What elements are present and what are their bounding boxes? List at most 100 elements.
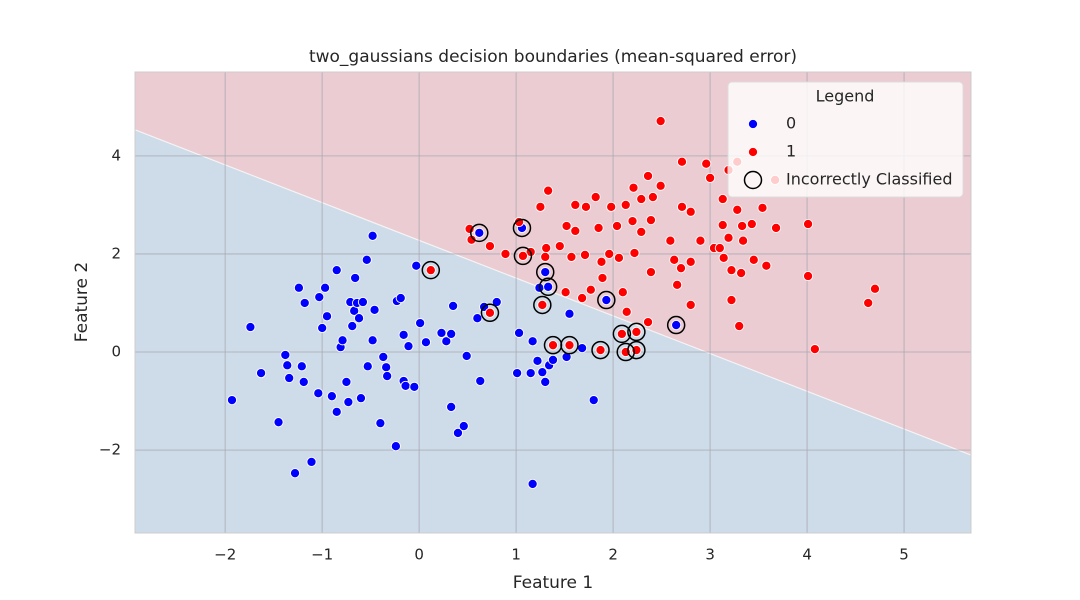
chart-title: two_gaussians decision boundaries (mean-… [309, 47, 797, 67]
data-point [761, 260, 772, 271]
data-point [484, 241, 496, 252]
data-point [685, 299, 696, 311]
x-tick-label: −1 [311, 546, 333, 564]
misclassified-marker [533, 295, 552, 315]
data-point [738, 235, 749, 246]
misclassified-marker [538, 277, 558, 297]
data-point [367, 230, 378, 241]
data-point [321, 311, 333, 322]
data-point [570, 225, 581, 236]
data-point [705, 172, 716, 183]
data-point [676, 201, 688, 212]
data-point [675, 263, 687, 274]
data-point [409, 381, 420, 392]
plot-frame [134, 71, 972, 534]
data-point [461, 350, 472, 362]
data-point [472, 313, 483, 324]
data-point [628, 182, 639, 193]
x-tick-label: 1 [511, 546, 521, 564]
data-point [717, 219, 728, 231]
data-point [620, 199, 631, 210]
misclassified-marker [627, 322, 646, 342]
data-point [296, 361, 307, 372]
data-point [540, 267, 551, 278]
data-point [570, 199, 581, 210]
data-point [375, 418, 386, 429]
data-point [655, 115, 666, 127]
data-point [448, 300, 459, 311]
data-point [543, 185, 554, 196]
data-point [588, 395, 599, 406]
data-point [809, 344, 820, 355]
data-point [367, 335, 378, 346]
data-point [642, 317, 654, 328]
misclassified-marker [612, 324, 632, 344]
data-point [369, 304, 380, 315]
data-point [415, 318, 426, 329]
data-point [672, 279, 683, 290]
data-point [726, 294, 737, 306]
data-point [446, 401, 457, 413]
data-point [306, 456, 317, 467]
data-point [757, 202, 768, 213]
data-point [446, 328, 457, 339]
data-point [331, 265, 342, 276]
data-point [284, 372, 295, 384]
data-point [616, 328, 627, 339]
data-point [771, 222, 782, 234]
data-point [395, 293, 406, 304]
data-point [685, 206, 696, 217]
misclassified-marker [513, 246, 533, 266]
data-point [590, 192, 601, 203]
data-point [512, 368, 523, 379]
data-point [566, 251, 577, 262]
data-point [540, 376, 551, 387]
data-point [441, 336, 452, 347]
data-point [645, 215, 657, 226]
data-point [655, 180, 666, 191]
data-point [734, 320, 745, 332]
data-point [313, 388, 324, 399]
data-point [595, 345, 606, 356]
x-tick-label: −2 [214, 546, 236, 564]
data-point [464, 223, 475, 234]
data-point [326, 391, 337, 402]
data-point [560, 287, 571, 298]
data-point [748, 254, 759, 265]
data-point [601, 294, 612, 306]
misclassified-marker [591, 340, 610, 360]
data-point [452, 427, 464, 439]
x-tick-label: 0 [414, 546, 424, 564]
misclassified-marker [512, 218, 532, 238]
data-point [382, 371, 393, 382]
data-point [256, 368, 267, 379]
y-tick-label: 4 [111, 146, 121, 164]
data-point [718, 252, 729, 263]
x-tick-label: 4 [802, 546, 812, 564]
data-point [631, 326, 642, 337]
legend-marker [743, 170, 763, 190]
data-point [411, 260, 422, 271]
data-point [564, 308, 575, 319]
data-point [701, 158, 712, 169]
data-point [282, 360, 293, 371]
data-point [746, 218, 757, 230]
data-point [554, 241, 565, 252]
data-point [527, 478, 538, 490]
data-point [474, 227, 485, 238]
legend-label: 1 [786, 142, 796, 161]
misclassified-marker [421, 260, 441, 280]
data-point [596, 256, 607, 267]
misclassified-marker [597, 290, 616, 310]
data-point [525, 368, 536, 379]
data-point [597, 272, 608, 284]
data-point [400, 380, 411, 391]
data-point [685, 256, 696, 267]
data-point [645, 267, 657, 278]
data-point [378, 351, 389, 362]
decision-boundary [134, 129, 972, 456]
data-point [736, 268, 747, 279]
data-point [317, 322, 328, 334]
data-point [273, 417, 284, 428]
data-point [577, 293, 588, 304]
